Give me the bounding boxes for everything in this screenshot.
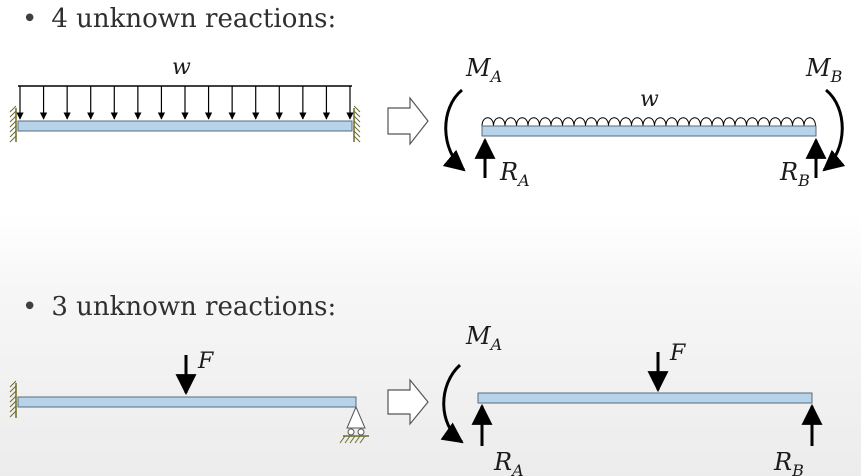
udl-label: w (172, 55, 191, 80)
hatch-line (9, 110, 17, 118)
hatch-line (9, 400, 17, 408)
moment-arrow-right (822, 88, 846, 172)
reaction-b-label-2: RB (773, 448, 804, 476)
reaction-b-label: RB (779, 158, 810, 190)
hatch-line (349, 435, 356, 444)
case2-free-body: F MA RA RB (440, 322, 823, 476)
moment-arrow-left-2 (440, 363, 464, 444)
hatch-line (353, 110, 361, 118)
fixed-support-left-2 (9, 380, 17, 418)
bullet-case-2: • 3 unknown reactions: (22, 292, 336, 322)
case2-original-beam: F (9, 349, 369, 444)
hatch-line (9, 135, 17, 143)
hatch-line (353, 135, 361, 143)
hatch-line (353, 130, 361, 138)
transform-arrow-icon (387, 96, 429, 146)
beam-1 (17, 120, 353, 132)
case1-original-beam: w (9, 55, 361, 143)
hatch-line (353, 105, 361, 113)
bullet-text-2: 3 unknown reactions: (51, 292, 337, 322)
hatch-line (339, 435, 346, 444)
moment-a-label: MA (465, 54, 502, 86)
beam-2-fbd (477, 392, 813, 404)
bullet-dot: • (22, 4, 38, 34)
hatch-line (9, 395, 17, 403)
hatch-line (9, 380, 17, 388)
fixed-support-left (9, 105, 17, 143)
beam-1-fbd (481, 125, 817, 137)
beam-2 (17, 396, 357, 408)
udl-arrows (16, 86, 354, 120)
hatch-line (9, 125, 17, 133)
hatch-line (354, 435, 361, 444)
hatch-line (9, 115, 17, 123)
moment-arrow-left (442, 88, 466, 172)
hatch-line (359, 435, 366, 444)
hatch-line (9, 385, 17, 393)
hatch-line (353, 120, 361, 128)
hatch-line (9, 130, 17, 138)
point-load-label: F (197, 349, 214, 374)
roller-support (339, 405, 369, 444)
fbd-point-load-label: F (669, 341, 686, 366)
transform-arrow-icon-2 (387, 378, 429, 426)
fixed-support-right (353, 105, 361, 143)
distributed-load-scallops (481, 117, 816, 127)
reaction-a-label: RA (499, 158, 530, 190)
moment-b-label: MB (805, 54, 843, 86)
bullet-text-1: 4 unknown reactions: (51, 4, 337, 34)
hatch-line (9, 120, 17, 128)
fbd-udl-label: w (640, 87, 659, 112)
case1-free-body: w MA MB RA RB (442, 54, 846, 190)
hatch-line (9, 105, 17, 113)
bullet-dot: • (22, 292, 38, 322)
reaction-a-label-2: RA (493, 448, 524, 476)
moment-a-label-2: MA (465, 322, 502, 354)
hatch-line (9, 405, 17, 413)
bullet-case-1: • 4 unknown reactions: (22, 4, 336, 34)
hatch-line (9, 390, 17, 398)
hatch-line (353, 125, 361, 133)
hatch-line (353, 115, 361, 123)
hatch-line (344, 435, 351, 444)
hatch-line (9, 410, 17, 418)
